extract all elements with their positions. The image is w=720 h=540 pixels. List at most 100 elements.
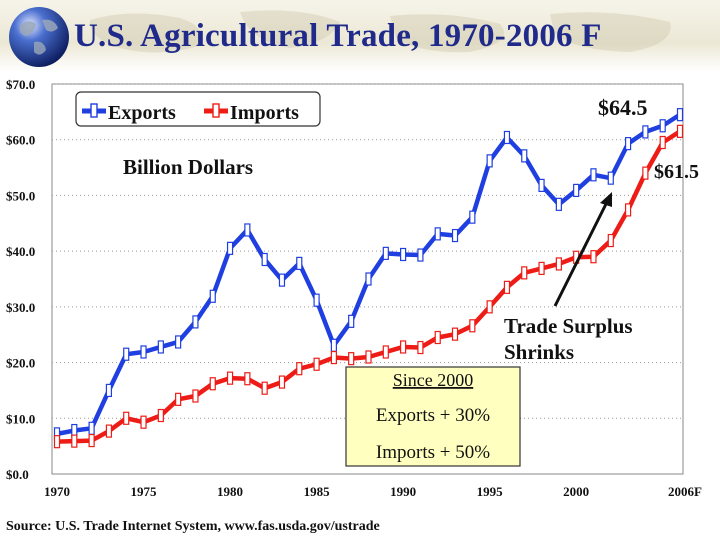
imports-point	[659, 135, 666, 150]
legend: Exports Imports	[75, 91, 321, 127]
x-tick-label: 2000	[563, 484, 589, 499]
exports-point	[226, 241, 234, 255]
exports-point	[175, 335, 182, 349]
exports-point	[503, 130, 511, 145]
since-2000-box: Since 2000 Exports + 30% Imports + 50%	[345, 366, 521, 467]
legend-exports-marker	[90, 103, 98, 118]
since-2000-background	[345, 366, 521, 467]
exports-point	[451, 228, 459, 243]
imports-point	[296, 362, 303, 376]
legend-exports-label: Exports	[108, 102, 176, 124]
exports-point	[140, 345, 147, 359]
y-tick-label: $50.0	[6, 188, 35, 203]
units-label: Billion Dollars	[123, 155, 253, 179]
x-tick-label: 1975	[131, 484, 158, 499]
y-axis-ticks: $0.0 $10.0 $20.0 $30.0 $40.0 $50.0 $60.0 $70.0	[6, 77, 35, 482]
exports-point	[244, 223, 251, 237]
y-tick-label: $10.0	[6, 411, 35, 426]
exports-end-label: $64.5	[598, 95, 648, 120]
imports-point	[88, 433, 95, 448]
exports-point	[330, 338, 337, 352]
exports-point	[400, 247, 407, 262]
exports-point	[434, 227, 441, 241]
imports-point	[261, 381, 268, 395]
imports-point	[71, 434, 78, 448]
series-lines	[53, 108, 684, 449]
globe-icon	[9, 7, 69, 67]
x-tick-label: 1985	[304, 484, 331, 499]
page-title: U.S. Agricultural Trade, 1970-2006 F	[74, 18, 602, 54]
exports-point	[676, 108, 684, 122]
exports-point	[607, 171, 614, 185]
imports-point	[469, 319, 476, 333]
y-tick-label: $20.0	[6, 356, 35, 371]
surplus-text-line1: Trade Surplus	[504, 314, 633, 338]
exports-point	[469, 210, 476, 224]
exports-point	[192, 315, 199, 329]
exports-point	[382, 246, 389, 260]
exports-point	[88, 421, 95, 435]
imports-point	[590, 250, 597, 264]
x-tick-label: 1970	[44, 484, 70, 499]
imports-point	[157, 408, 164, 423]
exports-point	[642, 125, 649, 139]
imports-point	[400, 340, 407, 354]
world-map-watermark	[89, 10, 671, 53]
source-note: Source: U.S. Trade Internet System, www.…	[6, 519, 380, 534]
imports-point	[555, 257, 562, 271]
exports-point	[555, 197, 562, 211]
y-tick-label: $60.0	[6, 133, 35, 148]
imports-point	[451, 327, 459, 341]
exports-growth-text: Exports + 30%	[376, 405, 490, 426]
y-tick-label: $70.0	[6, 77, 35, 92]
imports-point	[521, 266, 528, 280]
imports-point	[676, 124, 684, 138]
exports-point	[538, 178, 545, 192]
imports-point	[192, 389, 199, 403]
imports-point	[417, 340, 424, 355]
imports-end-label: $61.5	[654, 161, 699, 183]
exports-point	[123, 347, 130, 361]
y-tick-label: $40.0	[6, 244, 35, 259]
x-tick-label: 2006F	[668, 484, 702, 499]
surplus-text-line2: Shrinks	[504, 340, 574, 364]
exports-point	[624, 137, 632, 151]
imports-point	[244, 372, 251, 386]
since-2000-heading: Since 2000	[393, 370, 474, 390]
imports-point	[434, 330, 441, 345]
title-banner: U.S. Agricultural Trade, 1970-2006 F	[0, 0, 720, 72]
exports-point	[365, 272, 372, 286]
legend-imports-marker	[212, 103, 220, 118]
imports-point	[330, 350, 337, 365]
exports-point	[659, 119, 666, 133]
imports-point	[486, 300, 493, 314]
exports-point	[348, 314, 355, 328]
exports-point	[261, 252, 268, 267]
exports-point	[521, 149, 528, 163]
imports-point	[348, 352, 355, 366]
exports-point	[590, 168, 597, 182]
x-tick-label: 1990	[390, 484, 416, 499]
exports-point	[278, 273, 286, 287]
imports-point	[53, 435, 61, 449]
exports-point	[313, 293, 320, 307]
imports-point	[503, 280, 511, 294]
imports-point	[624, 203, 632, 217]
imports-point	[278, 375, 286, 389]
imports-growth-text: Imports + 50%	[376, 442, 490, 463]
exports-point	[417, 248, 424, 262]
imports-point	[209, 377, 216, 391]
imports-point	[382, 345, 389, 359]
exports-point	[157, 340, 164, 354]
imports-point	[365, 350, 372, 364]
x-axis-ticks: 1970 1975 1980 1985 1990 1995 2000 2006F	[44, 484, 702, 499]
exports-point	[296, 256, 303, 270]
legend-imports-label: Imports	[230, 102, 299, 124]
x-tick-label: 1995	[477, 484, 504, 499]
imports-point	[313, 357, 320, 371]
imports-point	[140, 415, 147, 429]
exports-point	[573, 183, 580, 198]
y-tick-label: $0.0	[6, 467, 29, 482]
legend-box	[75, 91, 321, 127]
